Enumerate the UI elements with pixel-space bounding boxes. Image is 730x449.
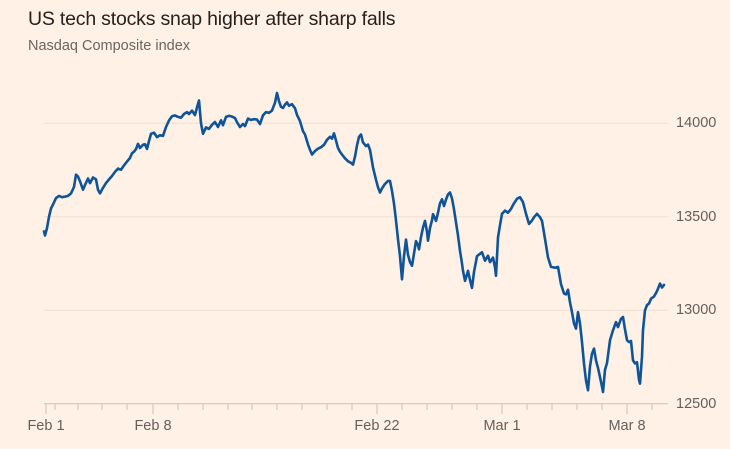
x-axis-tick-label: Feb 22 (354, 418, 400, 434)
chart-subtitle: Nasdaq Composite index (28, 38, 191, 54)
y-axis-tick-label: 13500 (676, 208, 717, 225)
x-axis-tick-label: Mar 1 (483, 418, 521, 434)
chart-title: US tech stocks snap higher after sharp f… (28, 8, 396, 30)
nasdaq-line-series (42, 91, 666, 394)
y-axis-tick-label: 12500 (676, 395, 717, 412)
y-axis-tick-label: 14000 (676, 115, 717, 132)
x-axis-tick-label: Mar 8 (608, 418, 646, 434)
x-axis-tick-label: Feb 1 (27, 418, 65, 434)
x-axis-tick-label: Feb 8 (134, 418, 172, 434)
y-axis-tick-label: 13000 (676, 302, 717, 319)
